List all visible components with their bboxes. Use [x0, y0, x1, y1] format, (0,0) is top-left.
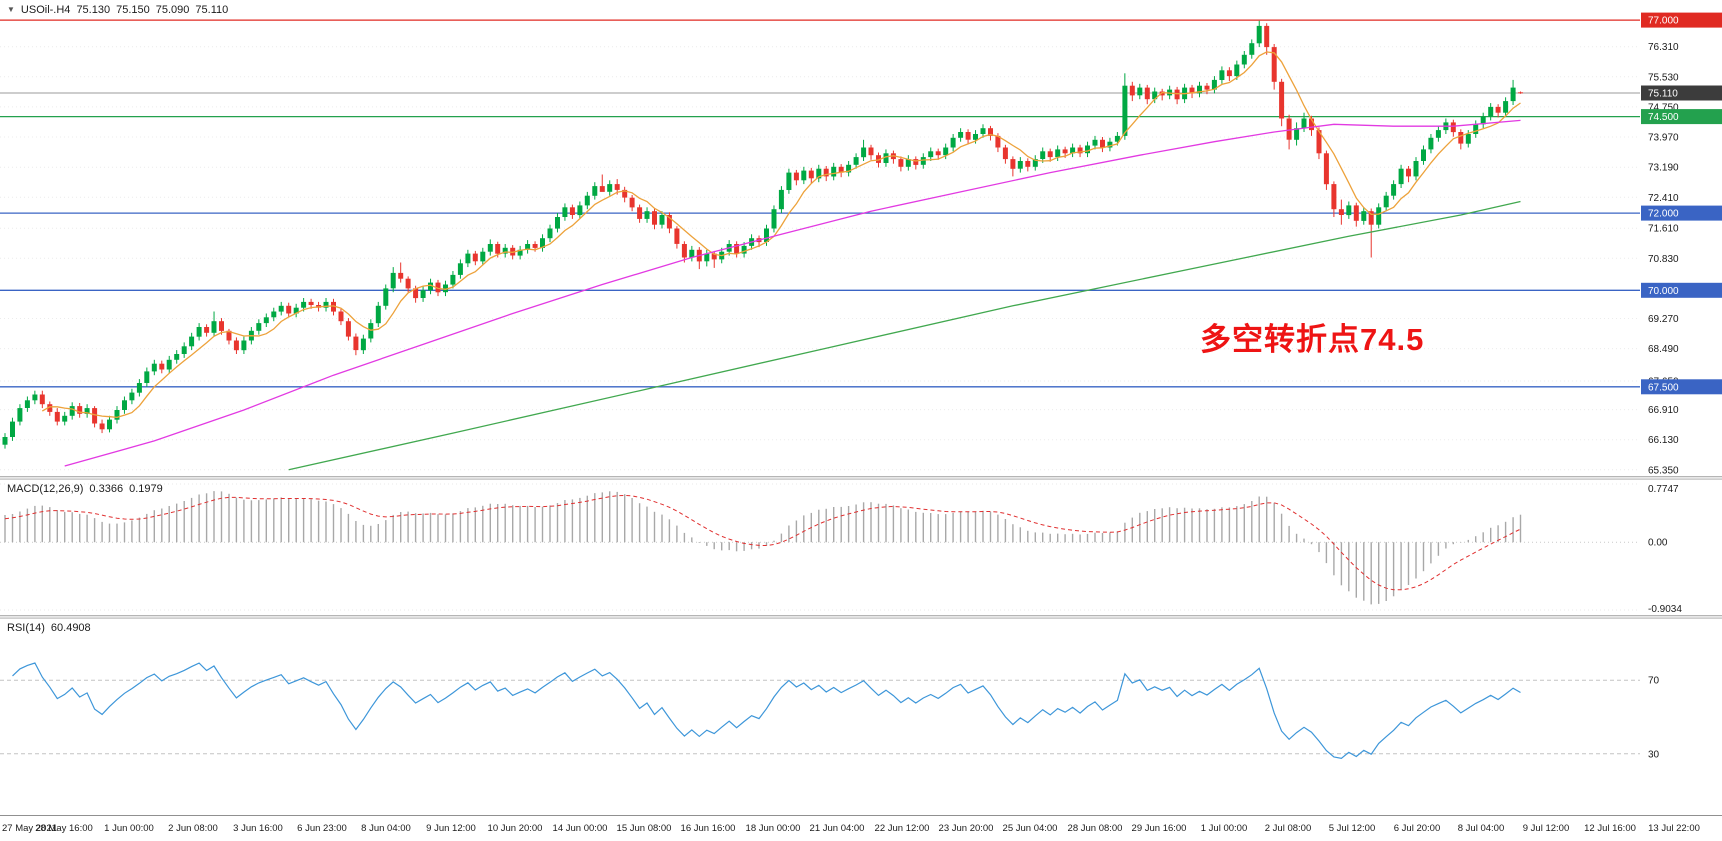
- time-label: 6 Jul 20:00: [1393, 823, 1441, 834]
- time-label: 1 Jul 00:00: [1200, 823, 1248, 834]
- time-label: 23 Jun 20:00: [938, 823, 994, 834]
- time-label: 28 May 16:00: [35, 823, 93, 834]
- time-label: 21 Jun 04:00: [809, 823, 865, 834]
- macd-signal-value: 0.1979: [129, 483, 163, 495]
- time-label: 16 Jun 16:00: [680, 823, 736, 834]
- svg-text:75.530: 75.530: [1648, 72, 1679, 83]
- ohlc-close: 75.110: [195, 4, 229, 16]
- ohlc-low: 75.090: [155, 4, 190, 16]
- svg-text:72.410: 72.410: [1648, 193, 1679, 204]
- horizontal-level-lines: [0, 19, 1640, 388]
- rsi-canvas[interactable]: 70 30: [0, 619, 1722, 815]
- svg-text:71.610: 71.610: [1648, 224, 1679, 235]
- svg-text:73.970: 73.970: [1648, 133, 1679, 144]
- svg-text:68.490: 68.490: [1648, 344, 1679, 355]
- time-label: 1 Jun 00:00: [104, 823, 154, 834]
- time-label: 28 Jun 08:00: [1067, 823, 1123, 834]
- time-label: 8 Jul 04:00: [1457, 823, 1505, 834]
- svg-text:76.310: 76.310: [1648, 42, 1679, 53]
- ma-mid-line: [64, 119, 1521, 467]
- time-label: 9 Jul 12:00: [1522, 823, 1570, 834]
- svg-text:66.130: 66.130: [1648, 435, 1679, 446]
- panel-splitter[interactable]: [0, 615, 1722, 619]
- time-label: 5 Jul 12:00: [1328, 823, 1376, 834]
- svg-text:66.910: 66.910: [1648, 405, 1679, 416]
- time-label: 2 Jun 08:00: [168, 823, 218, 834]
- candles-layer: [2, 20, 1523, 449]
- time-label: 8 Jun 04:00: [361, 823, 411, 834]
- moving-averages: [41, 51, 1521, 471]
- rsi-line: [12, 662, 1521, 760]
- svg-text:74.750: 74.750: [1648, 102, 1679, 113]
- svg-text:65.350: 65.350: [1648, 465, 1679, 476]
- svg-text:69.270: 69.270: [1648, 314, 1679, 325]
- panel-splitter[interactable]: [0, 476, 1722, 480]
- time-label: 3 Jun 16:00: [233, 823, 283, 834]
- rsi-panel[interactable]: 70 30 RSI(14) 60.4908: [0, 619, 1722, 815]
- svg-text:77.000: 77.000: [1648, 16, 1679, 27]
- macd-label: MACD(12,26,9) 0.3366 0.1979: [7, 483, 163, 495]
- macd-signal-line: [4, 494, 1521, 591]
- time-label: 27 May 2021: [2, 823, 57, 834]
- svg-text:0.00: 0.00: [1648, 538, 1668, 549]
- time-label: 6 Jun 23:00: [297, 823, 347, 834]
- macd-canvas[interactable]: 0.7747 0.00 -0.9034: [0, 480, 1722, 615]
- price-gridlines: [0, 46, 1640, 471]
- svg-text:74.500: 74.500: [1648, 112, 1679, 123]
- svg-text:75.110: 75.110: [1648, 89, 1678, 100]
- time-label: 18 Jun 00:00: [745, 823, 801, 834]
- time-label: 12 Jul 16:00: [1584, 823, 1636, 834]
- svg-text:72.000: 72.000: [1648, 209, 1679, 220]
- rsi-value: 60.4908: [50, 622, 91, 634]
- svg-text:-0.9034: -0.9034: [1648, 604, 1682, 615]
- time-label: 13 Jul 22:00: [1648, 823, 1700, 834]
- annotation-text: 多空转折点74.5: [1200, 322, 1425, 357]
- svg-text:67.500: 67.500: [1648, 382, 1679, 393]
- symbol-period-label: USOil-.H4: [20, 4, 71, 16]
- time-label: 22 Jun 12:00: [874, 823, 930, 834]
- time-label: 25 Jun 04:00: [1002, 823, 1058, 834]
- svg-text:0.7747: 0.7747: [1648, 484, 1679, 495]
- time-label: 14 Jun 00:00: [552, 823, 608, 834]
- price-chart-panel[interactable]: 77.000 76.310 75.530 75.110 74.750 74.500 73.9…: [0, 0, 1722, 476]
- time-label: 10 Jun 20:00: [487, 823, 543, 834]
- chart-title: ▼ USOil-.H4 75.130 75.150 75.090 75.110: [7, 4, 228, 16]
- svg-text:73.190: 73.190: [1648, 163, 1679, 174]
- macd-name: MACD(12,26,9): [7, 483, 84, 495]
- rsi-label: RSI(14) 60.4908: [7, 622, 91, 634]
- svg-text:70.000: 70.000: [1648, 286, 1679, 297]
- macd-axis-labels: 0.7747 0.00 -0.9034: [1648, 484, 1682, 615]
- rsi-level-lines: 70 30: [0, 676, 1660, 760]
- time-axis[interactable]: 27 May 2021 28 May 16:00 1 Jun 00:00 2 Jun …: [0, 815, 1722, 841]
- time-label: 15 Jun 08:00: [616, 823, 672, 834]
- ma-fast-line: [41, 51, 1521, 419]
- svg-text:30: 30: [1648, 749, 1660, 760]
- macd-main-value: 0.3366: [89, 483, 124, 495]
- svg-text:70.830: 70.830: [1648, 254, 1679, 265]
- macd-histogram: [4, 491, 1522, 605]
- ohlc-open: 75.130: [76, 4, 111, 16]
- rsi-name: RSI(14): [7, 622, 45, 634]
- svg-text:70: 70: [1648, 676, 1660, 687]
- time-label: 29 Jun 16:00: [1131, 823, 1187, 834]
- time-label: 9 Jun 12:00: [426, 823, 476, 834]
- ohlc-high: 75.150: [116, 4, 150, 16]
- collapse-icon[interactable]: ▼: [7, 5, 15, 14]
- ma-slow-line: [288, 200, 1521, 471]
- macd-panel[interactable]: 0.7747 0.00 -0.9034 MACD(12,26,9) 0.3366 0…: [0, 480, 1722, 615]
- time-label: 2 Jul 08:00: [1264, 823, 1312, 834]
